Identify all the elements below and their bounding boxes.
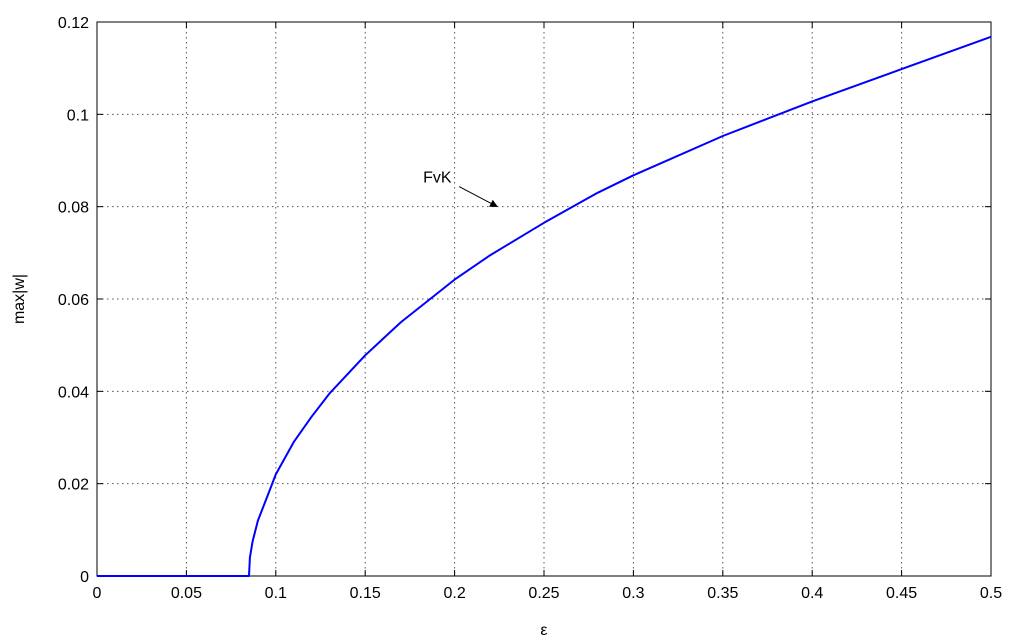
y-tick-label: 0.06	[58, 292, 89, 309]
y-tick-label: 0.04	[58, 384, 89, 401]
x-tick-label: 0.35	[707, 585, 738, 602]
y-tick-label: 0	[80, 569, 89, 586]
x-tick-label: 0	[93, 585, 102, 602]
x-axis-title: ε	[540, 622, 547, 637]
x-tick-label: 0.15	[350, 585, 381, 602]
x-tick-label: 0.45	[886, 585, 917, 602]
grid-lines	[97, 22, 991, 576]
x-tick-label: 0.3	[622, 585, 644, 602]
annotation-arrow	[458, 186, 498, 207]
series-group	[97, 35, 992, 577]
y-axis-title: max|w|	[11, 274, 28, 324]
y-tick-label: 0.1	[67, 107, 89, 124]
y-tick-label: 0.02	[58, 477, 89, 494]
x-tick-labels: 0 0.05 0.1 0.15 0.2 0.25 0.3 0.35 0.4 0.45 0.5	[93, 585, 1003, 602]
x-tick-label: 0.5	[980, 585, 1002, 602]
x-tick-label: 0.2	[443, 585, 465, 602]
y-tick-label: 0.12	[58, 15, 89, 32]
y-tick-labels: 0 0.02 0.04 0.06 0.08 0.1 0.12	[58, 15, 89, 586]
x-tick-label: 0.25	[528, 585, 559, 602]
annotation-label: FvK	[423, 170, 452, 187]
annotations: FvK	[423, 170, 498, 207]
x-tick-label: 0.1	[265, 585, 287, 602]
x-tick-label: 0.05	[171, 585, 202, 602]
series-line	[97, 35, 992, 577]
y-tick-label: 0.08	[58, 200, 89, 217]
x-tick-label: 0.4	[801, 585, 823, 602]
